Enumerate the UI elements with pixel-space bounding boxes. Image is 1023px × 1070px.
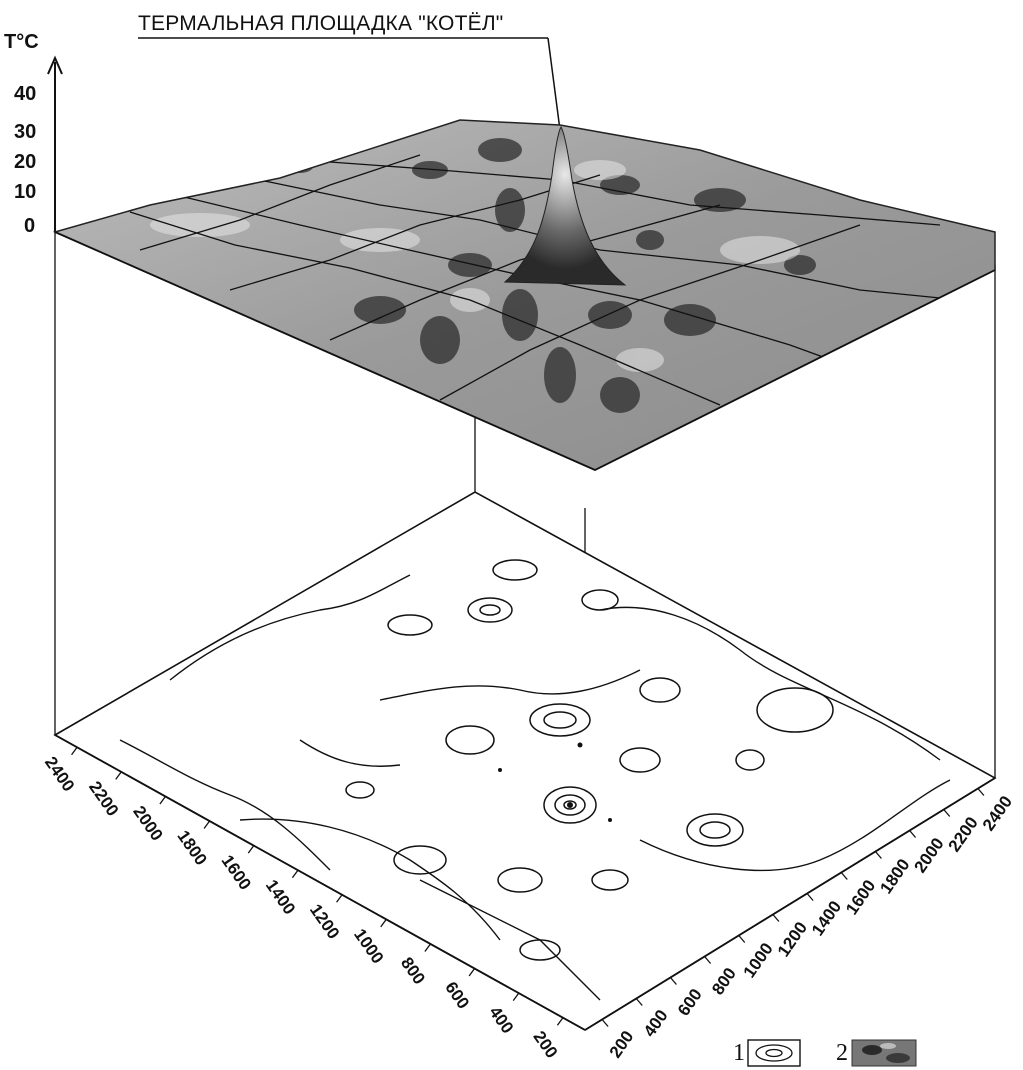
axis-tick-label: 2000 <box>910 834 947 876</box>
contour-plane <box>53 491 997 1031</box>
axis-tick-label: 600 <box>674 985 706 1019</box>
axis-tick-mark <box>468 968 476 977</box>
axis-tick-mark <box>247 845 255 854</box>
axis-tick-label: 1800 <box>876 855 913 897</box>
axis-tick-mark <box>424 943 431 952</box>
axis-tick-mark <box>909 830 917 838</box>
legend-number: 2 <box>836 1040 848 1066</box>
chart-title: ТЕРМАЛЬНАЯ ПЛОЩАДКА "КОТЁЛ" <box>138 12 503 35</box>
axis-tick-label: 600 <box>441 978 473 1012</box>
legend-number: 1 <box>733 1040 745 1066</box>
axis-tick-label: 1400 <box>262 876 299 918</box>
axis-tick-label: 2400 <box>979 792 1016 834</box>
axis-tick-label: 400 <box>485 1003 517 1037</box>
axis-tick-label: 1000 <box>350 925 387 967</box>
axis-tick-label: 1400 <box>808 897 845 939</box>
axis-tick-label: 2000 <box>129 802 166 844</box>
axis-tick-mark <box>159 796 166 805</box>
axis-tick-mark <box>738 935 746 943</box>
title-pointer-line <box>547 37 561 131</box>
shaded-relief-icon <box>851 1039 917 1067</box>
axis-tick-label: 1600 <box>218 852 255 894</box>
axis-tick-mark <box>336 894 343 903</box>
axis-tick-mark <box>772 914 780 922</box>
y-tick: 0 <box>24 215 35 237</box>
axis-tick-mark <box>291 869 299 879</box>
axis-tick-mark <box>380 918 387 928</box>
axis-tick-mark <box>840 872 848 880</box>
contour-lines-icon <box>747 1039 801 1067</box>
axis-tick-label: 1000 <box>740 939 777 981</box>
axis-tick-label: 1800 <box>173 827 210 869</box>
y-tick: 20 <box>14 151 36 173</box>
axis-tick-mark <box>71 746 78 756</box>
axis-tick-mark <box>874 851 882 859</box>
axis-tick-mark <box>704 956 712 964</box>
thermal-peak <box>503 126 627 286</box>
axis-tick-label: 200 <box>606 1027 638 1061</box>
legend: 1 2 <box>733 1039 917 1067</box>
axis-tick-mark <box>977 788 985 796</box>
axis-tick-label: 1200 <box>774 918 811 960</box>
axis-tick-mark <box>806 893 814 901</box>
temperature-axis: T°C 40 30 20 10 0 <box>4 31 63 237</box>
y-tick: 10 <box>14 181 36 203</box>
axis-tick-mark <box>943 809 951 817</box>
relief-surface <box>52 119 996 471</box>
axis-tick-label: 2400 <box>41 753 78 795</box>
axis-tick-label: 1600 <box>842 876 879 918</box>
axis-tick-label: 200 <box>530 1027 562 1061</box>
axis-tick-mark <box>203 820 211 829</box>
y-tick: 40 <box>14 83 36 105</box>
axis-tick-label: 2200 <box>945 813 982 855</box>
axis-tick-label: 800 <box>708 964 740 998</box>
axis-tick-mark <box>512 992 520 1002</box>
axis-tick-mark <box>601 1019 609 1027</box>
axis-tick-label: 400 <box>640 1006 672 1040</box>
axis-tick-mark <box>635 998 643 1006</box>
temperature-unit: T°C <box>4 31 39 53</box>
axis-tick-label: 800 <box>397 954 429 988</box>
axis-tick-mark <box>669 977 677 985</box>
axis-tick-label: 1200 <box>306 901 343 943</box>
axis-tick-mark <box>115 771 122 780</box>
y-tick: 30 <box>14 121 36 143</box>
axis-tick-label: 2200 <box>85 778 122 820</box>
axis-tick-mark <box>556 1017 564 1026</box>
